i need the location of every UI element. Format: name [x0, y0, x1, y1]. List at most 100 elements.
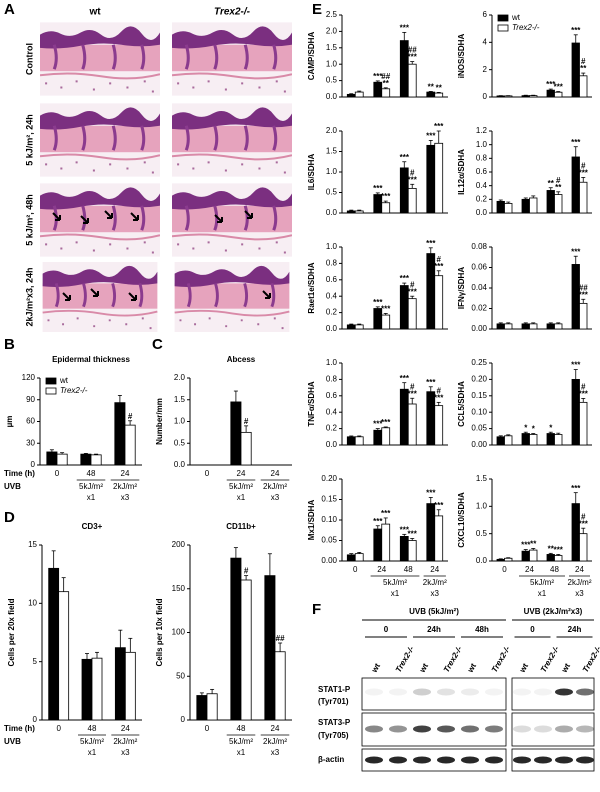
significance-label: ***: [426, 489, 436, 498]
blot-band: [389, 688, 407, 696]
bar: [521, 198, 530, 214]
bar: [504, 95, 513, 98]
y-tick-label: 0.8: [326, 375, 338, 384]
y-tick-label: 1.5: [326, 147, 338, 156]
blot-band: [365, 756, 383, 764]
y-tick-label: 120: [22, 373, 36, 382]
y-tick-label: 0.10: [321, 515, 337, 524]
significance-label: **: [530, 540, 537, 549]
bar: [407, 187, 417, 214]
bar: [571, 42, 580, 98]
y-tick-label: 90: [26, 395, 35, 404]
bar: [496, 200, 505, 214]
blot-band: [461, 725, 479, 733]
group-sub-label: x3: [575, 589, 584, 598]
y-tick-label: 4: [483, 37, 488, 46]
blot-row-label: STAT1-P: [318, 685, 351, 694]
lane-label: wt: [517, 662, 530, 675]
significance-label: #: [581, 162, 586, 171]
significance-label: ***: [408, 389, 418, 398]
significance-label: ***: [400, 525, 410, 534]
significance-label: ***: [571, 138, 581, 147]
legend-label: wt: [511, 13, 521, 22]
y-axis-label: IL6/SDHA: [307, 154, 316, 191]
histology-image: [172, 103, 292, 177]
significance-label: #: [244, 417, 249, 426]
y-tick-label: 0.6: [476, 167, 488, 176]
y-tick-label: 1.5: [476, 474, 488, 483]
blot-band: [513, 756, 531, 764]
significance-label: ***: [381, 509, 391, 518]
bar: [240, 431, 252, 466]
legend-swatch: [45, 387, 57, 395]
row-label: Time (h): [4, 469, 35, 478]
bar: [381, 314, 391, 330]
bar: [56, 453, 68, 466]
blot-bands: [365, 688, 594, 764]
lane-label: wt: [417, 662, 430, 675]
y-tick-label: 2.0: [174, 373, 186, 382]
group-sub-label: x3: [271, 493, 280, 502]
group-sub-label: x3: [121, 493, 130, 502]
significance-label: ***: [434, 501, 444, 510]
panel-label: E: [312, 1, 322, 18]
y-axis-label: Raet1e/SDHA: [307, 262, 316, 313]
panel-label: B: [4, 336, 15, 353]
significance-label: ***: [426, 239, 436, 248]
bar: [124, 651, 136, 721]
bar: [346, 210, 356, 214]
y-tick-label: 0.2: [326, 424, 338, 433]
significance-label: ***: [400, 274, 410, 283]
blot-band: [576, 756, 594, 764]
significance-label: ***: [571, 26, 581, 35]
y-tick-label: 0.00: [321, 556, 337, 565]
bar: [504, 323, 513, 330]
bar: [196, 695, 208, 721]
histology-image: [173, 262, 291, 332]
y-tick-label: 0.00: [471, 440, 487, 449]
x-tick-label: 24: [430, 565, 439, 574]
x-tick-label: 0: [502, 565, 507, 574]
bar: [434, 405, 444, 446]
blot-band: [389, 756, 407, 764]
blot-band: [437, 756, 455, 764]
significance-label: ***: [554, 83, 564, 92]
bar: [546, 433, 555, 446]
group-label: 5kJ/m²: [229, 737, 253, 746]
chart-title: Epidermal thickness: [52, 355, 130, 364]
blot-band: [513, 725, 531, 733]
significance-label: **: [428, 83, 435, 92]
bar: [426, 144, 436, 214]
y-axis-label: Mx1/SDHA: [307, 500, 316, 541]
blot-band: [485, 688, 503, 696]
group-label: 5kJ/m²: [79, 482, 103, 491]
y-tick-label: 30: [26, 438, 35, 447]
y-tick-label: 50: [176, 671, 185, 680]
bar: [399, 536, 409, 562]
y-tick-label: 0.05: [471, 424, 487, 433]
y-tick-label: 0.6: [326, 275, 338, 284]
blot-band: [576, 725, 594, 733]
row-label: 5 kJ/m², 24h: [24, 114, 34, 166]
bar: [114, 402, 126, 466]
y-tick-label: 100: [172, 628, 186, 637]
bar: [230, 557, 242, 721]
y-tick-label: 0.5: [326, 76, 338, 85]
bar: [373, 429, 383, 446]
time-label: 0: [530, 625, 535, 634]
y-tick-label: 0.15: [471, 391, 487, 400]
group-label: 5kJ/m²: [383, 578, 407, 587]
significance-label: #: [581, 512, 586, 521]
blot-row-label: (Tyr705): [318, 731, 349, 740]
bar: [373, 528, 383, 562]
bar: [46, 451, 58, 466]
y-tick-label: 0.5: [326, 188, 338, 197]
bar: [381, 523, 391, 562]
y-axis-label: iNOS/SDHA: [457, 34, 466, 79]
y-tick-label: 0.5: [476, 529, 488, 538]
y-tick-label: 1.0: [174, 417, 186, 426]
y-tick-label: 0.0: [174, 460, 186, 469]
y-tick-label: 150: [172, 584, 186, 593]
panel-label: D: [4, 509, 15, 526]
significance-label: ***: [426, 132, 436, 141]
